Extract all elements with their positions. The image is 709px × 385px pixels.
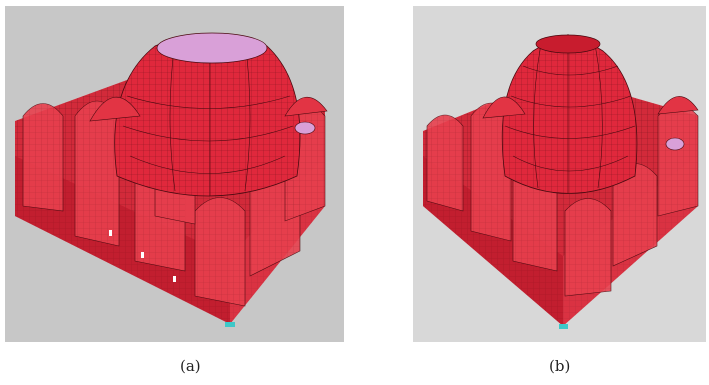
fem-mesh-model-b	[423, 34, 699, 329]
main-dome	[114, 32, 301, 197]
model-view-a	[5, 6, 344, 342]
support-markers	[109, 230, 235, 327]
panel-b-caption: (b)	[549, 357, 571, 375]
panel-a-caption: (a)	[180, 357, 201, 375]
semi-domes	[482, 96, 699, 151]
fem-mesh-model-a	[15, 32, 328, 327]
support-markers	[559, 324, 568, 329]
semi-domes	[89, 96, 328, 135]
dome-cap	[535, 34, 601, 54]
dome-opening	[156, 32, 268, 64]
model-view-b	[413, 6, 706, 342]
main-dome	[501, 34, 638, 194]
